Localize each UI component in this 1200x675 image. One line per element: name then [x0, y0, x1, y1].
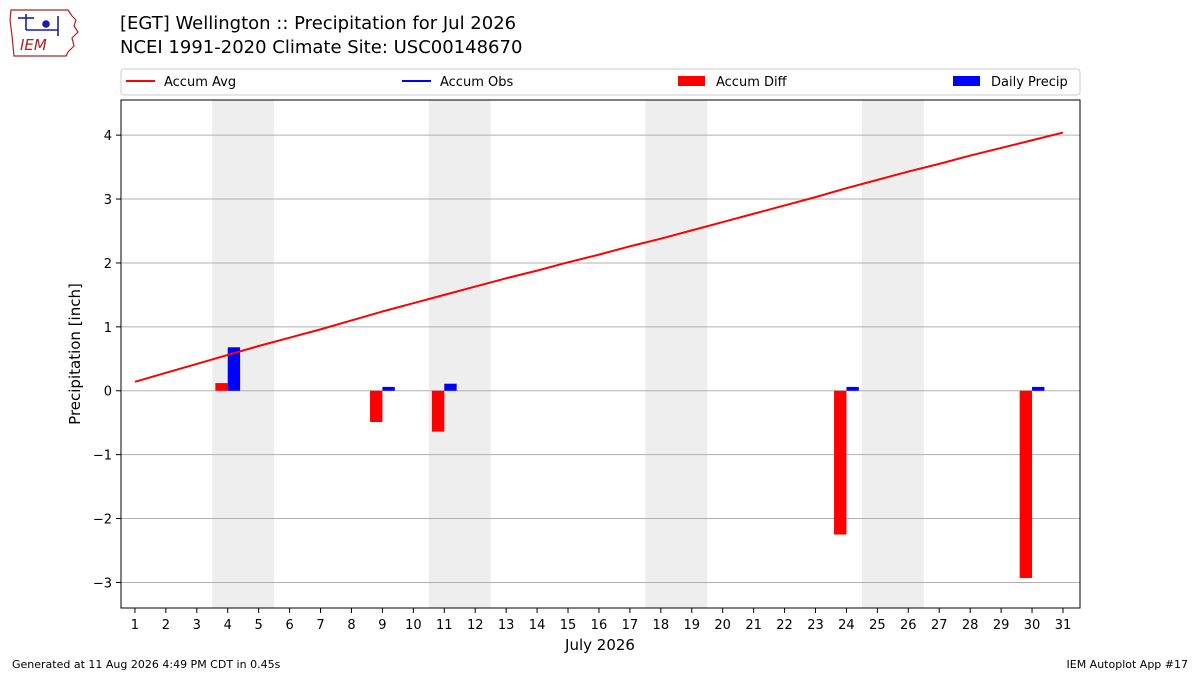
x-tick-label: 12	[467, 618, 484, 633]
x-tick-label: 8	[347, 618, 355, 633]
weekend-band	[212, 100, 275, 608]
legend-label: Daily Precip	[991, 75, 1068, 90]
x-tick-label: 4	[224, 618, 232, 633]
accum-diff-bar	[215, 383, 228, 391]
x-tick-label: 19	[683, 618, 700, 633]
daily-precip-bar	[444, 383, 457, 391]
y-tick-label: −3	[93, 576, 112, 591]
chart-subtitle: NCEI 1991-2020 Climate Site: USC00148670	[120, 37, 523, 58]
y-tick-label: −1	[93, 449, 112, 464]
x-tick-label: 30	[1024, 618, 1041, 633]
x-tick-label: 23	[807, 618, 824, 633]
y-tick-label: −2	[93, 513, 112, 528]
legend-label: Accum Avg	[164, 75, 236, 90]
legend-box	[120, 68, 1081, 96]
iem-logo: IEM	[9, 9, 79, 57]
x-axis-ticks: 1 2 3 4 5 6 7 8 9 10 11 12 13 14 15 16 17 18 19 20 21 22 23 24 2…	[131, 608, 1071, 633]
plot-frame	[120, 99, 1081, 609]
weekend-band	[861, 100, 924, 608]
logo-text: IEM	[20, 36, 47, 54]
app-credit: IEM Autoplot App #17	[1066, 658, 1189, 671]
y-axis-label: Precipitation [inch]	[66, 283, 84, 425]
lines	[134, 131, 1064, 383]
x-tick-label: 7	[316, 618, 324, 633]
x-tick-label: 10	[405, 618, 422, 633]
y-tick-label: 0	[104, 385, 112, 400]
chart-title: [EGT] Wellington :: Precipitation for Ju…	[120, 13, 517, 34]
x-tick-label: 11	[436, 618, 453, 633]
y-tick-label: 2	[104, 257, 112, 272]
legend: Accum Avg Accum Obs Accum Diff Daily Precip	[120, 68, 1081, 96]
accum-avg-line	[134, 131, 1064, 383]
x-tick-label: 2	[162, 618, 170, 633]
legend-swatch	[678, 76, 705, 86]
generated-timestamp: Generated at 11 Aug 2026 4:49 PM CDT in …	[12, 658, 281, 671]
weekend-band	[428, 100, 491, 608]
x-tick-label: 22	[776, 618, 793, 633]
accum-diff-bar	[431, 390, 445, 432]
x-axis-label: July 2026	[564, 636, 635, 654]
accum-diff-bar	[370, 390, 383, 423]
weekend-shading	[212, 100, 924, 608]
bars	[215, 347, 1045, 578]
x-tick-label: 21	[745, 618, 762, 633]
weekend-band	[645, 100, 708, 608]
accum-diff-bar	[834, 390, 847, 535]
x-tick-label: 5	[255, 618, 263, 633]
legend-label: Accum Obs	[440, 75, 513, 90]
x-tick-label: 18	[653, 618, 670, 633]
grid-lines	[121, 134, 1080, 583]
y-tick-label: 3	[104, 193, 112, 208]
x-tick-label: 9	[378, 618, 386, 633]
x-tick-label: 31	[1055, 618, 1072, 633]
daily-precip-bar	[1032, 386, 1045, 391]
x-tick-label: 16	[591, 618, 608, 633]
x-tick-label: 27	[931, 618, 948, 633]
iowa-state-outline	[9, 9, 79, 57]
daily-precip-bar	[382, 386, 395, 391]
y-tick-label: 4	[104, 129, 112, 144]
y-tick-label: 1	[104, 321, 112, 336]
accum-diff-bar	[1019, 390, 1033, 578]
x-tick-label: 14	[529, 618, 546, 633]
y-axis-ticks: −3 −2 −1 0 1 2 3 4	[93, 129, 121, 591]
x-tick-label: 25	[869, 618, 886, 633]
x-tick-label: 24	[838, 618, 855, 633]
x-tick-label: 13	[498, 618, 515, 633]
x-tick-label: 17	[622, 618, 639, 633]
x-tick-label: 15	[560, 618, 577, 633]
precipitation-chart: 1 2 3 4 5 6 7 8 9 10 11 12 13 14 15 16 17 18 19 20 21 22 23 24 2…	[66, 68, 1081, 654]
x-tick-label: 6	[285, 618, 293, 633]
x-tick-label: 26	[900, 618, 917, 633]
weather-station-icon	[18, 14, 59, 36]
x-tick-label: 20	[714, 618, 731, 633]
x-tick-label: 3	[193, 618, 201, 633]
x-tick-label: 28	[962, 618, 979, 633]
daily-precip-bar	[227, 347, 241, 391]
x-tick-label: 29	[993, 618, 1010, 633]
legend-label: Accum Diff	[716, 75, 788, 90]
legend-swatch	[953, 76, 980, 86]
x-tick-label: 1	[131, 618, 139, 633]
daily-precip-bar	[846, 386, 859, 391]
